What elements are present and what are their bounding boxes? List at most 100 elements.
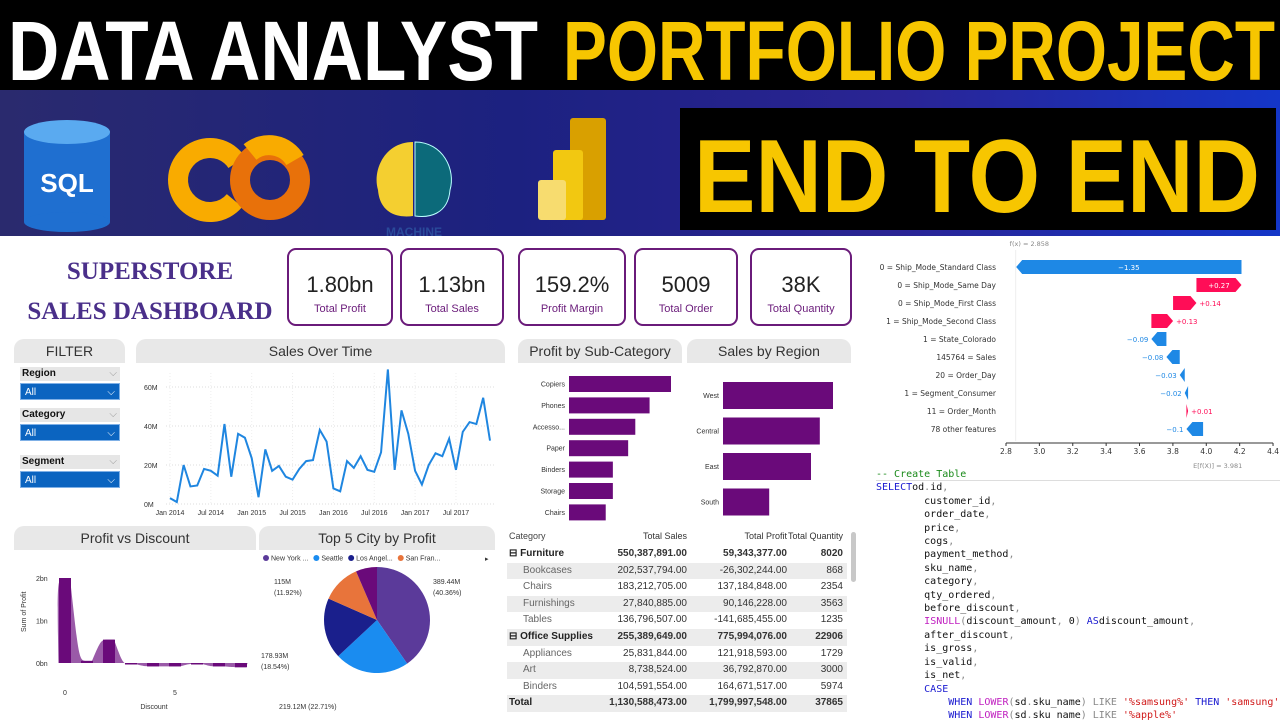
fx-label: f(x) = 2.858 xyxy=(1010,240,1049,248)
kpi-profit-margin: 159.2% Profit Margin xyxy=(518,248,626,326)
profit-vs-discount-header: Profit vs Discount xyxy=(14,526,256,550)
shap-bar xyxy=(1166,350,1180,364)
legend-next-arrow[interactable]: ▸ xyxy=(485,556,489,563)
table-cell: 8,738,524.00 xyxy=(628,664,687,676)
shap-bar xyxy=(1179,368,1185,382)
table-cell: Appliances xyxy=(523,647,572,659)
y-tick-label: 20M xyxy=(144,463,158,470)
bar xyxy=(723,382,833,409)
shap-bar xyxy=(1186,422,1204,436)
table-cell: Art xyxy=(523,664,536,676)
bar xyxy=(169,663,181,667)
segment-select[interactable]: All ⌵ xyxy=(20,471,120,488)
column-header[interactable]: Category xyxy=(509,531,546,541)
table-cell: 22906 xyxy=(815,630,843,642)
x-axis-title: Discount xyxy=(140,704,167,711)
bar-label: Paper xyxy=(546,446,565,453)
bar xyxy=(59,578,71,663)
kpi-value: 159.2% xyxy=(534,272,610,297)
bar xyxy=(569,397,650,414)
table-cell: 1729 xyxy=(820,647,843,659)
code-line: qty_ordered, xyxy=(876,589,997,601)
pie-slice xyxy=(328,571,377,620)
y-tick-label: 0M xyxy=(144,502,154,509)
shap-bar xyxy=(1186,404,1189,418)
table-cell: Total xyxy=(509,697,533,709)
kpi-total-profit: 1.80bn Total Profit xyxy=(287,248,393,326)
chevron-down-icon: ⌵ xyxy=(109,409,117,420)
category-select[interactable]: All ⌵ xyxy=(20,424,120,441)
kpi-label: Total Sales xyxy=(425,303,479,315)
code-line: is_gross, xyxy=(876,643,979,655)
table-scrollbar[interactable] xyxy=(851,532,856,582)
region-select[interactable]: All ⌵ xyxy=(20,383,120,400)
kpi-label: Total Profit xyxy=(314,303,366,315)
table-cell: Tables xyxy=(523,614,552,626)
shap-bar xyxy=(1151,314,1174,328)
category-filter-label[interactable]: Category ⌵ xyxy=(20,408,120,422)
pie-slice xyxy=(324,598,377,657)
code-line: -- Create Table xyxy=(876,469,967,480)
feature-label: 0 = Ship_Mode_First Class xyxy=(898,299,996,308)
kpi-label: Total Order xyxy=(658,303,714,315)
x-tick-label: 3.2 xyxy=(1067,447,1079,456)
column-header[interactable]: Total Quantity xyxy=(787,531,843,541)
sales-over-time-chart: 0M 20M 40M 60M Jan 2014 Jul 2014 Jan 2015 Jul 2… xyxy=(144,369,496,517)
pie-slice xyxy=(377,567,430,664)
table-cell: 104,591,554.00 xyxy=(617,680,687,692)
code-line: customer_id, xyxy=(876,495,997,507)
x-tick-label: Jan 2016 xyxy=(319,510,348,517)
legend-label: San Fran... xyxy=(406,556,441,563)
table-cell: 183,212,705.00 xyxy=(617,581,687,593)
bar xyxy=(569,440,629,457)
expand-collapse-row[interactable]: ⊟ Office Supplies xyxy=(509,630,593,642)
column-header[interactable]: Total Sales xyxy=(642,531,687,541)
bar xyxy=(723,488,770,516)
code-line: WHEN LOWER(sd.sku_name) LIKE '%apple%' xyxy=(876,710,1178,720)
x-tick-label: 3.0 xyxy=(1033,447,1045,456)
column-header[interactable]: Total Profit xyxy=(744,531,787,541)
shap-value-label: +0.13 xyxy=(1176,318,1197,326)
table-row: Bookcases 202,537,794.00 -26,302,244.00 868 xyxy=(507,562,847,580)
bar xyxy=(569,461,613,478)
pie-data-label: (11.92%) xyxy=(274,590,302,597)
x-tick-label: Jul 2015 xyxy=(279,510,306,517)
sales-by-region-header: Sales by Region xyxy=(687,339,851,363)
bar xyxy=(191,663,203,665)
shap-value-label: −0.03 xyxy=(1155,372,1176,380)
chevron-down-icon: ⌵ xyxy=(107,475,115,486)
y-tick-label: 40M xyxy=(144,424,158,431)
feature-label: 0 = Ship_Mode_Standard Class xyxy=(880,263,996,272)
table-cell: Furnishings xyxy=(523,597,575,609)
table-cell: 3563 xyxy=(820,597,843,609)
legend-label: Seattle xyxy=(321,556,343,563)
expand-collapse-row[interactable]: ⊟ Furniture xyxy=(509,548,565,559)
x-tick-label: 5 xyxy=(173,690,177,697)
shap-bar xyxy=(1151,332,1167,346)
segment-filter-label[interactable]: Segment ⌵ xyxy=(20,455,120,469)
bar-label: Binders xyxy=(541,467,565,474)
table-cell: Chairs xyxy=(523,581,552,593)
y-axis-title: Sum of Profit xyxy=(21,591,28,632)
shap-value-label: +0.01 xyxy=(1191,408,1212,416)
sql-code-editor: -- Create Table SELECTod.id, customer_id,… xyxy=(876,468,1280,720)
table-cell: 25,831,844.00 xyxy=(623,647,687,659)
end-to-end-text: END TO END xyxy=(694,119,1260,230)
top-city-pie-chart: New York ... Seattle Los Angel... San Fran.… xyxy=(261,555,489,711)
legend-label: New York ... xyxy=(271,556,308,563)
pie-data-label: 389.44M xyxy=(433,579,460,586)
shap-value-label: −1.35 xyxy=(1118,264,1139,272)
bar-label: Phones xyxy=(541,403,565,410)
code-line: CASE xyxy=(876,683,949,695)
bar-label: Central xyxy=(696,429,719,436)
table-cell: 36,792,870.00 xyxy=(723,664,787,676)
table-row: Appliances 25,831,844.00 121,918,593.00 172… xyxy=(507,646,847,663)
table-cell: 3000 xyxy=(820,664,843,676)
feature-label: 1 = Segment_Consumer xyxy=(904,389,996,398)
region-filter-label[interactable]: Region ⌵ xyxy=(20,367,120,381)
x-tick-label: 2.8 xyxy=(1000,447,1012,456)
bar xyxy=(213,663,225,667)
table-cell: Bookcases xyxy=(523,564,572,576)
x-tick-label: 4.2 xyxy=(1234,447,1246,456)
pie-data-label: (18.54%) xyxy=(261,664,289,671)
